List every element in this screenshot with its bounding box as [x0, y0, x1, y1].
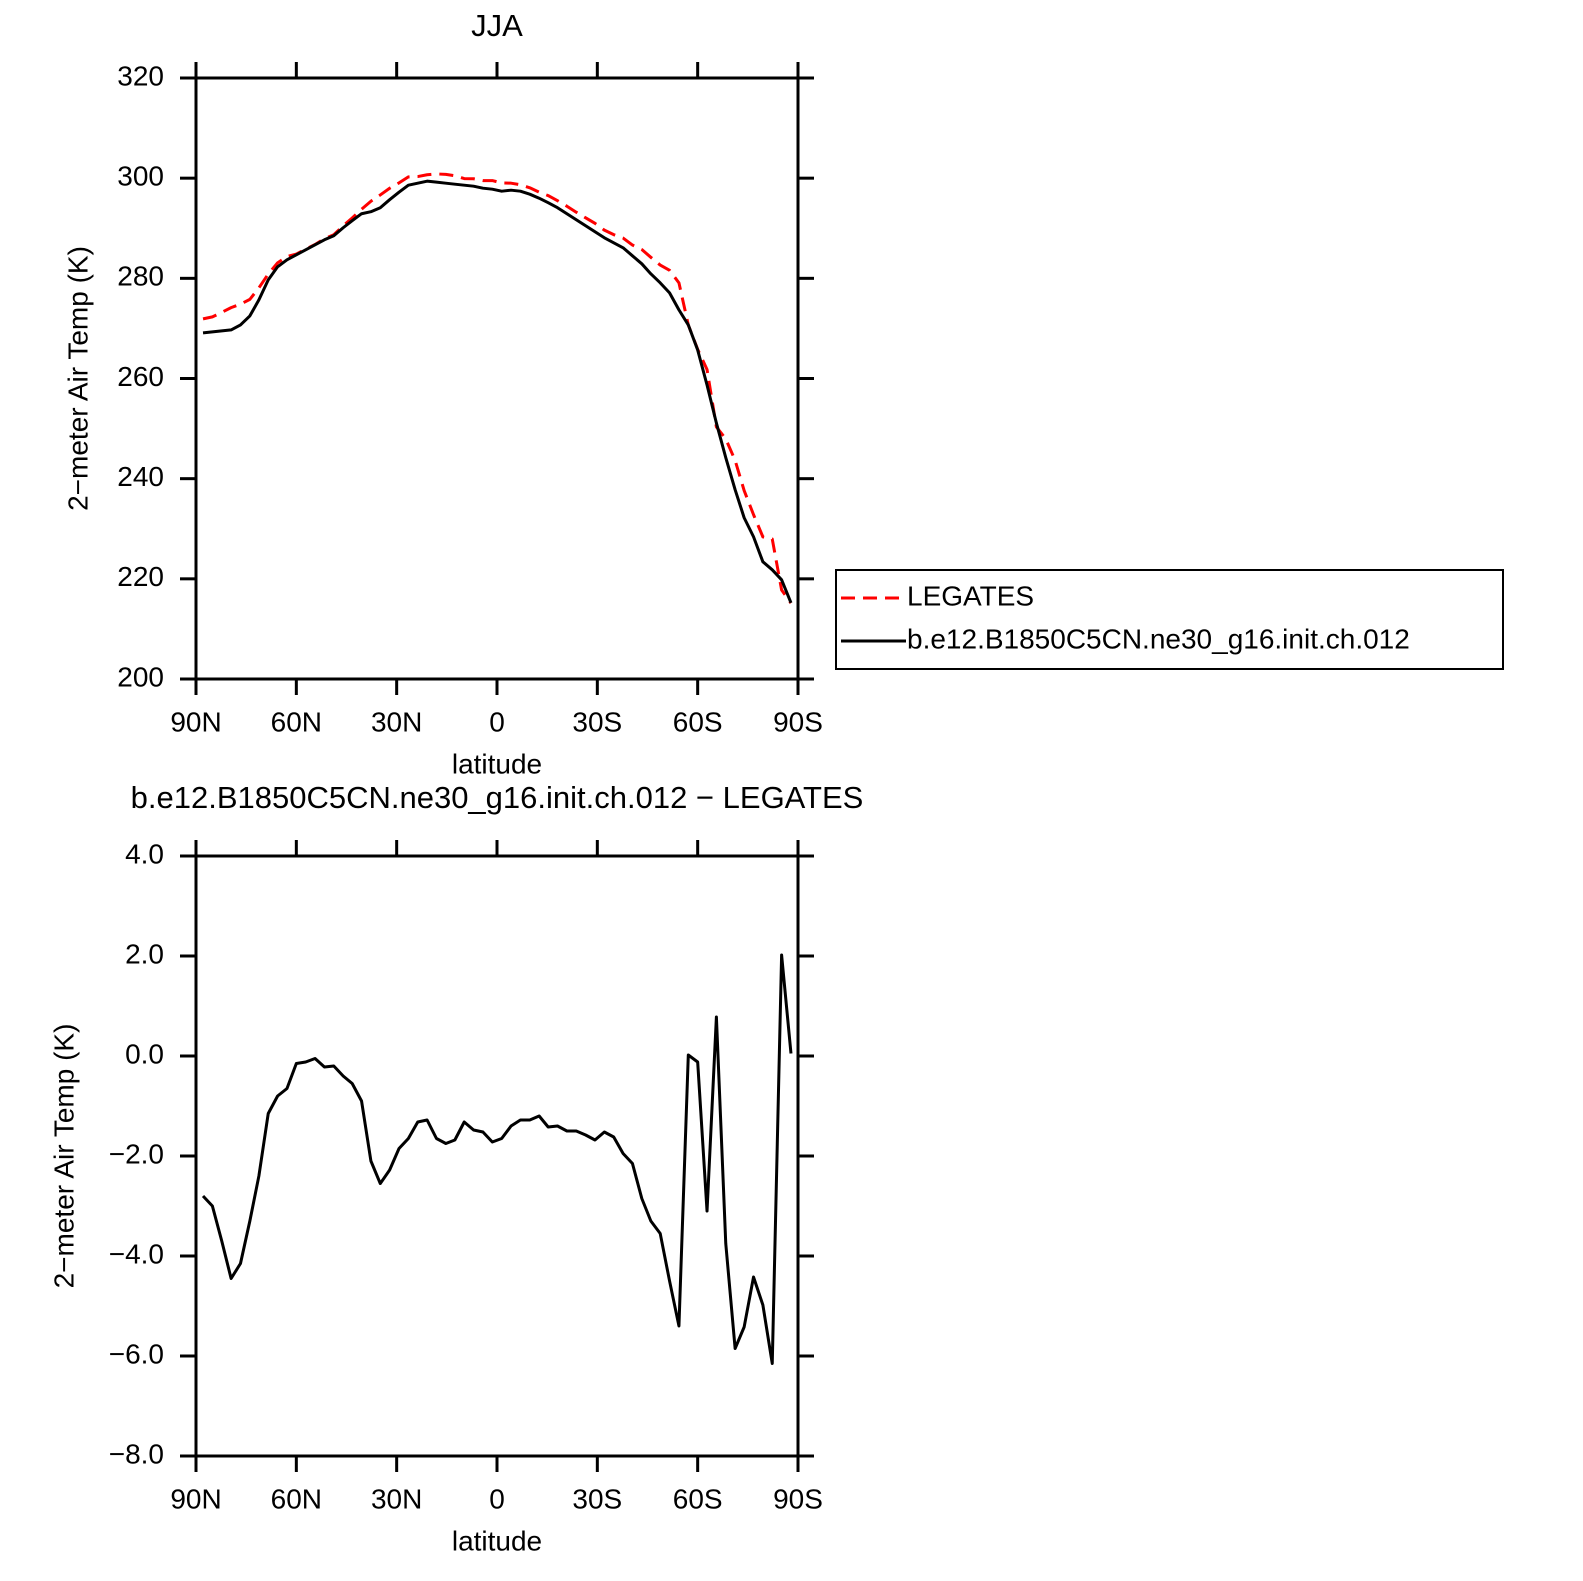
- chart-title: b.e12.B1850C5CN.ne30_g16.init.ch.012 − L…: [131, 780, 864, 815]
- x-tick-label: 0: [489, 1483, 505, 1514]
- x-tick-label: 90S: [773, 1483, 823, 1514]
- y-tick-label: −8.0: [109, 1438, 164, 1469]
- x-tick-label: 30N: [371, 1483, 422, 1514]
- legend-box: [835, 569, 1504, 670]
- y-axis-label: 2−meter Air Temp (K): [62, 246, 93, 511]
- y-tick-label: 320: [117, 60, 164, 91]
- x-axis-label: latitude: [452, 1525, 542, 1556]
- x-axis-label: latitude: [452, 748, 542, 779]
- y-tick-label: 260: [117, 361, 164, 392]
- data-line: [202, 179, 793, 604]
- legend-label: b.e12.B1850C5CN.ne30_g16.init.ch.012: [907, 623, 1410, 654]
- data-line: [202, 172, 793, 604]
- y-axis-label: 2−meter Air Temp (K): [48, 1024, 79, 1289]
- x-tick-label: 30N: [371, 706, 422, 737]
- y-tick-label: 2.0: [125, 938, 164, 969]
- y-tick-label: 240: [117, 461, 164, 492]
- x-tick-label: 30S: [572, 706, 622, 737]
- legend-label: LEGATES: [907, 580, 1034, 611]
- x-tick-label: 60N: [271, 706, 322, 737]
- data-line: [201, 953, 793, 1365]
- y-tick-label: −6.0: [109, 1338, 164, 1369]
- y-tick-label: −2.0: [109, 1138, 164, 1169]
- plot-frame: [194, 76, 800, 681]
- y-tick-label: 280: [117, 261, 164, 292]
- y-tick-label: 220: [117, 561, 164, 592]
- x-tick-label: 30S: [572, 1483, 622, 1514]
- x-tick-label: 0: [489, 706, 505, 737]
- x-tick-label: 60N: [271, 1483, 322, 1514]
- x-tick-label: 60S: [673, 706, 723, 737]
- y-tick-label: −4.0: [109, 1238, 164, 1269]
- y-tick-label: 300: [117, 161, 164, 192]
- x-tick-label: 90S: [773, 706, 823, 737]
- x-tick-label: 60S: [673, 1483, 723, 1514]
- chart-title: JJA: [471, 8, 523, 43]
- x-tick-label: 90N: [170, 706, 221, 737]
- y-tick-label: 0.0: [125, 1038, 164, 1069]
- x-tick-label: 90N: [170, 1483, 221, 1514]
- y-tick-label: 200: [117, 661, 164, 692]
- y-tick-label: 4.0: [125, 838, 164, 869]
- plot-frame: [194, 854, 800, 1458]
